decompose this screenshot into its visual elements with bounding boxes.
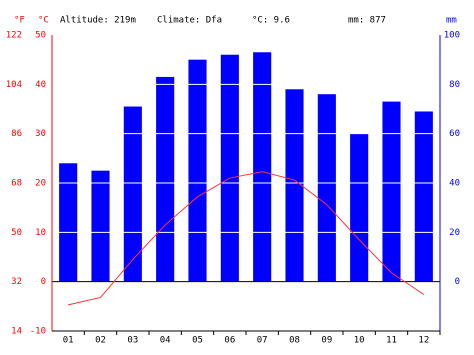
y2-tick-label: 20 (449, 228, 460, 238)
mean-temperature: °C: 9.6 (252, 16, 290, 26)
y3-tick-label: 32 (11, 277, 22, 287)
y2-tick-label: 0 (455, 277, 460, 287)
bar (188, 59, 207, 282)
x-tick-label: 02 (95, 336, 106, 346)
y3-tick-label: 104 (6, 80, 22, 90)
bar (382, 101, 401, 282)
y-tick-label: 20 (35, 179, 46, 189)
x-tick-label: 05 (192, 336, 203, 346)
y3-tick-label: 122 (6, 31, 22, 41)
x-tick-label: 12 (418, 336, 429, 346)
x-tick-label: 10 (354, 336, 365, 346)
y3-tick-label: 68 (11, 179, 22, 189)
annual-precipitation: mm: 877 (348, 16, 386, 26)
bar (91, 170, 110, 282)
x-tick-label: 11 (386, 336, 397, 346)
bar (414, 111, 433, 282)
y-tick-label: 0 (41, 277, 46, 287)
y-tick-label: 30 (35, 129, 46, 139)
temperature-line (68, 171, 425, 306)
bar (350, 133, 369, 282)
y2-tick-label: 80 (449, 80, 460, 90)
altitude: Altitude: 219m (60, 16, 136, 26)
y3-tick-label: 14 (11, 327, 22, 337)
mm-label: mm (446, 16, 457, 26)
x-tick-label: 08 (289, 336, 300, 346)
bar (285, 89, 304, 282)
bar (317, 94, 336, 282)
climate: Climate: Dfa (157, 16, 222, 26)
y-tick-label: -10 (30, 327, 46, 337)
y3-tick-label: 50 (11, 228, 22, 238)
x-tick-label: 06 (224, 336, 235, 346)
fahrenheit-label: °F (14, 16, 25, 26)
x-tick-label: 01 (63, 336, 74, 346)
y2-tick-label: 40 (449, 179, 460, 189)
y2-tick-label: 100 (444, 31, 460, 41)
y3-tick-label: 86 (11, 129, 22, 139)
y-tick-label: 10 (35, 228, 46, 238)
x-tick-label: 07 (257, 336, 268, 346)
x-tick-label: 04 (160, 336, 171, 346)
y2-tick-label: 60 (449, 129, 460, 139)
bar (253, 52, 272, 282)
bar (220, 54, 239, 282)
bar (59, 163, 78, 282)
bar (123, 106, 142, 282)
x-tick-label: 09 (321, 336, 332, 346)
x-tick-label: 03 (127, 336, 138, 346)
y-tick-label: 40 (35, 80, 46, 90)
celsius-label: °C (38, 16, 49, 26)
bar (156, 76, 175, 282)
y-tick-label: 50 (35, 31, 46, 41)
